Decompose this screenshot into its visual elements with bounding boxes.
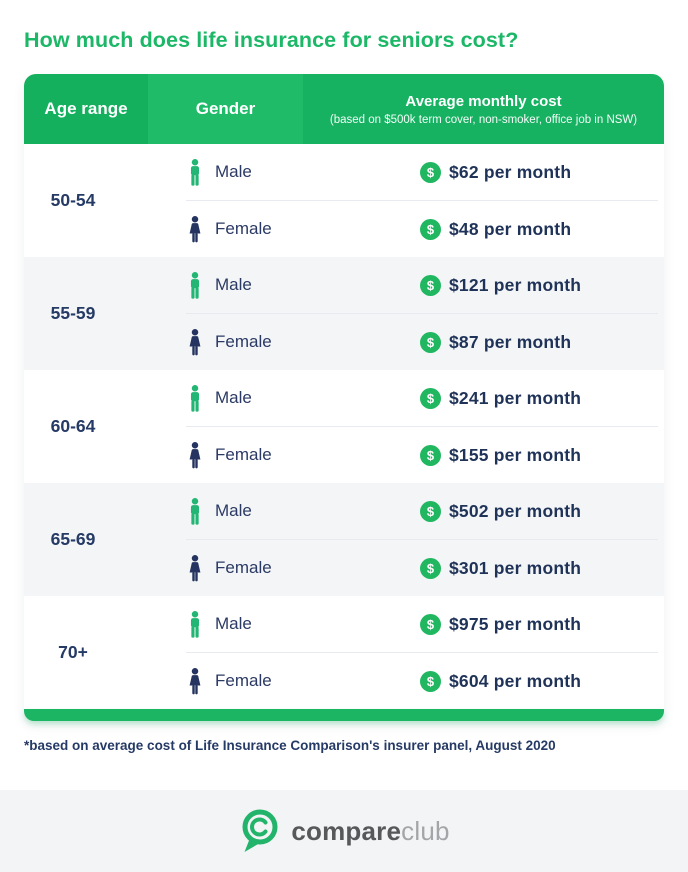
female-person-icon [189, 328, 201, 355]
table-bottom-accent-bar [24, 709, 664, 721]
table-row: Female $ $87 per month [148, 314, 664, 370]
footer-band: compareclub [0, 790, 688, 872]
table-row: Male $ $975 per month [148, 596, 664, 652]
gender-label: Male [215, 162, 252, 181]
table-row: Male $ $121 per month [148, 257, 664, 313]
header-cost-title: Average monthly cost [405, 92, 562, 110]
cost-value: $502 per month [449, 500, 582, 521]
female-person-icon [189, 554, 201, 581]
table-row: Female $ $155 per month [148, 427, 664, 483]
logo-text-compare: compare [291, 815, 402, 846]
cost-value: $604 per month [449, 670, 582, 691]
header-average-cost: Average monthly cost (based on $500k ter… [303, 74, 664, 144]
age-group-row: 60-64 Male $ $241 per month [24, 370, 664, 483]
table-row: Female $ $301 per month [148, 540, 664, 596]
male-person-icon [190, 271, 200, 299]
cost-value: $121 per month [449, 274, 582, 295]
table-row: Female $ $48 per month [148, 201, 664, 257]
cost-value: $48 per month [449, 218, 572, 239]
gender-label: Female [215, 332, 272, 351]
row-divider [186, 539, 658, 540]
row-divider [186, 313, 658, 314]
table-row: Female $ $604 per month [148, 653, 664, 709]
age-range-label: 65-69 [50, 529, 96, 549]
cost-value: $155 per month [449, 444, 582, 465]
table-row: Male $ $502 per month [148, 483, 664, 539]
gender-label: Female [215, 219, 272, 238]
cost-value: $975 per month [449, 613, 582, 634]
male-person-icon [190, 497, 200, 525]
dollar-circle-icon: $ [420, 218, 441, 240]
row-divider [186, 426, 658, 427]
age-group-row: 55-59 Male $ $121 per month [24, 257, 664, 370]
dollar-circle-icon: $ [420, 500, 441, 522]
cost-value: $301 per month [449, 557, 582, 578]
male-person-icon [190, 158, 200, 186]
compareclub-logo-text: compareclub [291, 816, 449, 847]
age-group-row: 70+ Male $ $975 per month Fe [24, 596, 664, 709]
dollar-circle-icon: $ [420, 670, 441, 692]
dollar-circle-icon: $ [420, 274, 441, 296]
cost-value: $62 per month [449, 161, 572, 182]
row-divider [186, 652, 658, 653]
cost-value: $241 per month [449, 387, 582, 408]
compareclub-logo-icon [242, 809, 278, 852]
female-person-icon [189, 215, 201, 242]
gender-label: Male [215, 501, 252, 520]
age-range-label: 70+ [58, 642, 88, 662]
compareclub-logo: compareclub [238, 808, 449, 854]
gender-label: Female [215, 558, 272, 577]
table-header-row: Age range Gender Average monthly cost (b… [24, 74, 664, 144]
age-range-label: 55-59 [50, 303, 96, 323]
dollar-circle-icon: $ [420, 444, 441, 466]
gender-label: Male [215, 275, 252, 294]
logo-text-club: club [401, 815, 450, 846]
cost-table: Age range Gender Average monthly cost (b… [24, 74, 664, 721]
table-row: Male $ $62 per month [148, 144, 664, 200]
age-group-row: 65-69 Male $ $502 per month [24, 483, 664, 596]
gender-label: Male [215, 388, 252, 407]
male-person-icon [190, 610, 200, 638]
header-age-range: Age range [24, 74, 148, 144]
male-person-icon [190, 384, 200, 412]
dollar-circle-icon: $ [420, 331, 441, 353]
female-person-icon [189, 667, 201, 694]
cost-value: $87 per month [449, 331, 572, 352]
dollar-circle-icon: $ [420, 557, 441, 579]
source-footnote: *based on average cost of Life Insurance… [24, 738, 556, 753]
gender-label: Male [215, 614, 252, 633]
header-gender: Gender [148, 74, 303, 144]
page-title: How much does life insurance for seniors… [24, 28, 519, 52]
row-divider [186, 200, 658, 201]
dollar-circle-icon: $ [420, 161, 441, 183]
table-row: Male $ $241 per month [148, 370, 664, 426]
female-person-icon [189, 441, 201, 468]
dollar-circle-icon: $ [420, 387, 441, 409]
age-range-label: 50-54 [50, 190, 96, 210]
gender-label: Female [215, 671, 272, 690]
age-group-row: 50-54 Male $ $62 per month F [24, 144, 664, 257]
gender-label: Female [215, 445, 272, 464]
header-cost-subtitle: (based on $500k term cover, non-smoker, … [329, 113, 638, 126]
dollar-circle-icon: $ [420, 613, 441, 635]
content-area: How much does life insurance for seniors… [24, 28, 664, 753]
age-range-label: 60-64 [50, 416, 96, 436]
